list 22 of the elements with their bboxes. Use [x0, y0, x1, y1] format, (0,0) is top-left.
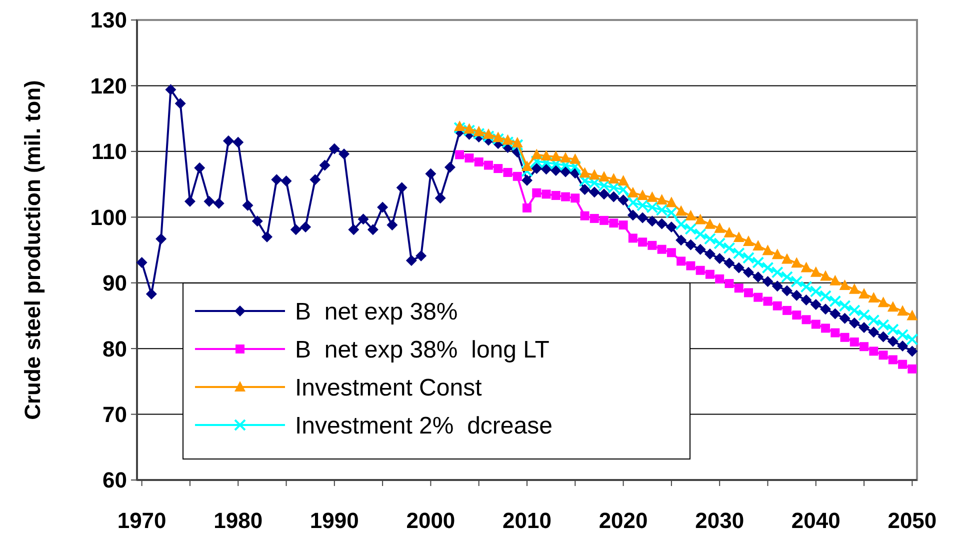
y-tick-label: 60 — [102, 468, 127, 493]
y-tick-label: 100 — [90, 204, 127, 230]
x-tick-label: 2010 — [502, 508, 552, 533]
x-tick-label: 2040 — [791, 508, 840, 533]
x-tick-label: 1990 — [310, 508, 359, 533]
y-tick-label: 90 — [102, 270, 127, 296]
x-tick-label: 2030 — [695, 508, 744, 533]
x-tick-label: 2050 — [888, 508, 937, 533]
legend-label: Investment 2% dcrease — [295, 412, 552, 440]
legend-label: B net exp 38% long LT — [295, 336, 550, 364]
x-tick-label: 1970 — [117, 508, 166, 533]
y-tick-label: 120 — [90, 73, 127, 98]
y-tick-label: 110 — [92, 139, 127, 164]
y-tick-label: 70 — [102, 402, 127, 427]
y-tick-label: 130 — [90, 8, 127, 33]
y-axis-title: Crude steel production (mil. ton) — [20, 80, 45, 420]
legend-label: Investment Const — [295, 374, 482, 402]
x-tick-label: 1980 — [214, 508, 263, 533]
y-tick-label: 80 — [102, 336, 127, 362]
legend-label: B net exp 38% — [295, 298, 458, 326]
x-tick-label: 2000 — [406, 508, 456, 533]
x-tick-label: 2020 — [598, 508, 648, 533]
